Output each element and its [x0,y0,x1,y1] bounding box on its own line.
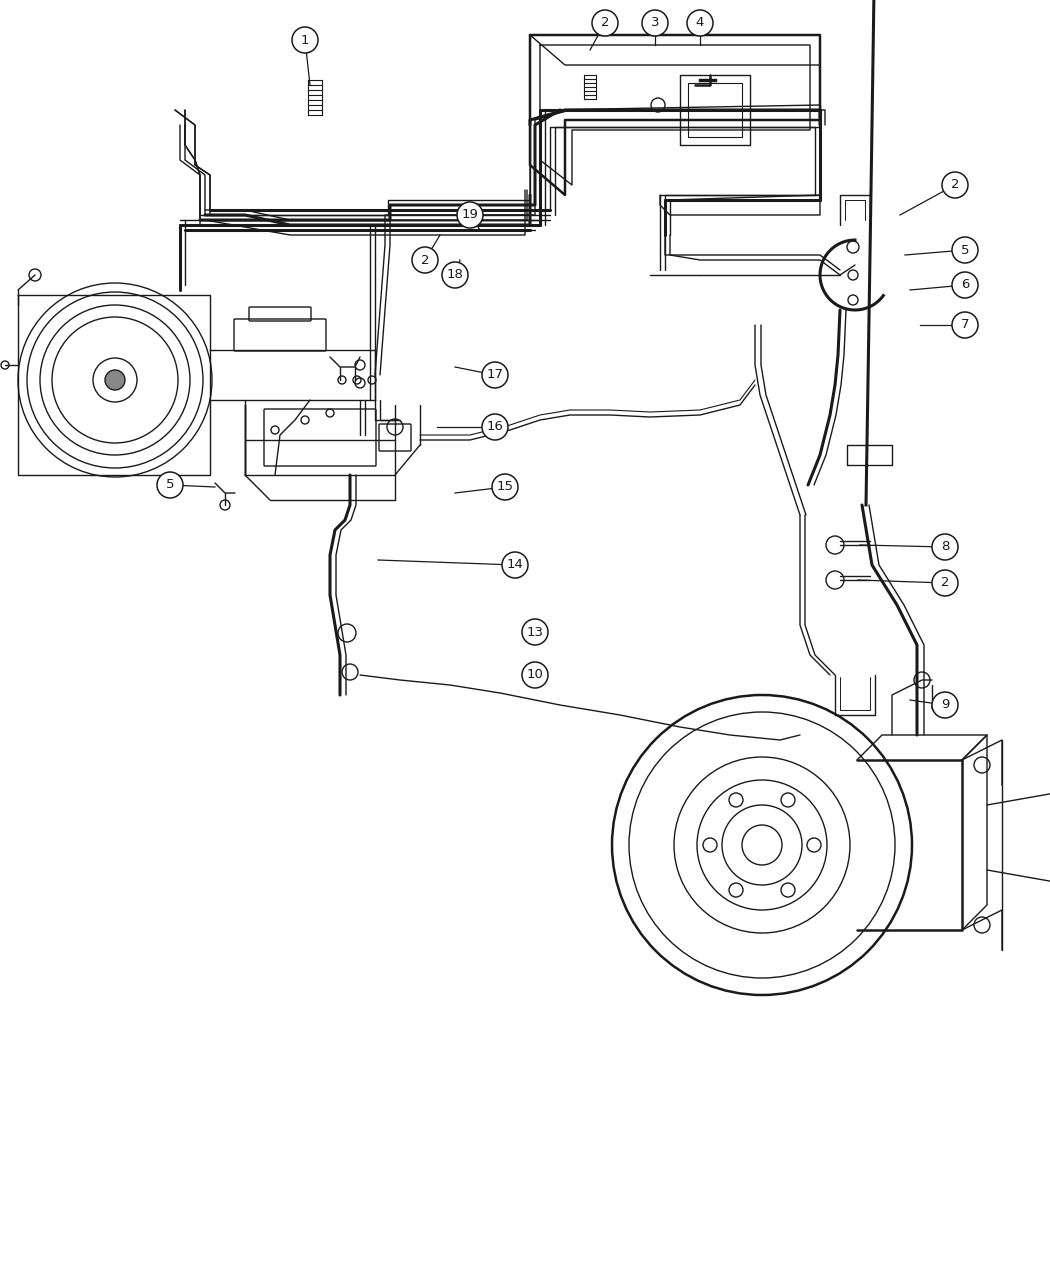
Circle shape [522,662,548,688]
Text: 5: 5 [961,244,969,256]
Circle shape [412,247,438,273]
Text: 14: 14 [506,558,524,571]
Text: 2: 2 [941,576,949,589]
Text: 5: 5 [166,478,174,491]
Text: 18: 18 [446,269,463,282]
Text: 2: 2 [601,17,609,29]
Circle shape [932,692,958,718]
Circle shape [952,237,978,263]
Text: 2: 2 [950,179,960,191]
Circle shape [642,10,668,36]
Circle shape [522,618,548,645]
Text: 17: 17 [486,368,504,381]
Text: 3: 3 [651,17,659,29]
Circle shape [932,534,958,560]
Text: 6: 6 [961,278,969,292]
Circle shape [292,27,318,54]
Text: 9: 9 [941,699,949,711]
Circle shape [457,201,483,228]
Text: 15: 15 [497,481,513,493]
Circle shape [942,172,968,198]
Text: 10: 10 [526,668,544,682]
Text: 2: 2 [421,254,429,266]
Text: 13: 13 [526,626,544,639]
Text: 8: 8 [941,541,949,553]
Text: 7: 7 [961,319,969,332]
Circle shape [687,10,713,36]
Circle shape [592,10,618,36]
Text: 16: 16 [486,421,503,434]
Circle shape [952,272,978,298]
Circle shape [932,570,958,595]
Text: 1: 1 [300,33,310,46]
Circle shape [482,414,508,440]
Circle shape [952,312,978,338]
Circle shape [158,472,183,499]
Circle shape [105,370,125,390]
Circle shape [482,362,508,388]
Circle shape [492,474,518,500]
Text: 4: 4 [696,17,705,29]
Circle shape [502,552,528,578]
Circle shape [442,261,468,288]
Text: 19: 19 [462,209,479,222]
